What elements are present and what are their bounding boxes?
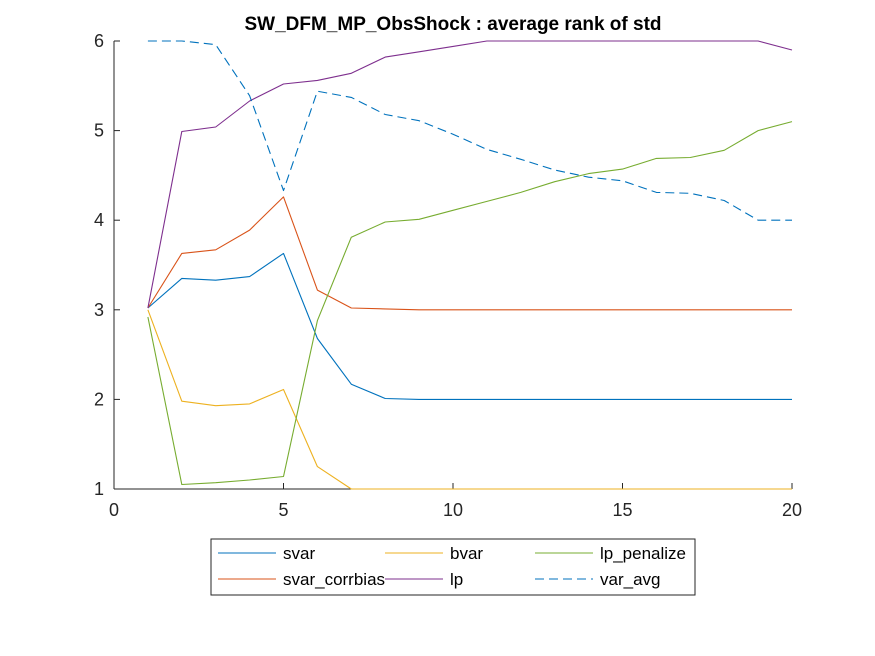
series-line-lp	[147, 40, 793, 309]
y-tick-label: 4	[94, 210, 104, 230]
series-line-lp-penalize	[147, 121, 793, 486]
x-tick-label: 20	[782, 500, 802, 520]
series-line-bvar	[147, 309, 792, 490]
series-line-svar	[147, 252, 792, 400]
x-tick-label: 15	[612, 500, 632, 520]
y-tick-label: 2	[94, 389, 104, 409]
y-tick-label: 1	[94, 479, 104, 499]
series-line-svar-corrbias	[147, 196, 792, 311]
x-tick-label: 0	[109, 500, 119, 520]
series-line-var-avg	[147, 40, 792, 221]
legend-label-lp-penalize: lp_penalize	[600, 544, 686, 563]
legend-label-var-avg: var_avg	[600, 570, 660, 589]
legend-box	[210, 538, 696, 596]
plot-background	[114, 41, 792, 489]
axes: 0 5 10 15 20 1 2 3 4 5 6	[94, 31, 802, 520]
legend-label-bvar: bvar	[450, 544, 483, 563]
x-tick-label: 5	[278, 500, 288, 520]
y-tick-label: 6	[94, 31, 104, 51]
x-tick-label: 10	[443, 500, 463, 520]
legend-label-svar-corrbias: svar_corrbias	[283, 570, 385, 589]
legend: svar bvar lp_penalize svar_corrbias lp var_av…	[210, 538, 696, 596]
chart-title: SW_DFM_MP_ObsShock : average rank of std	[244, 14, 661, 35]
legend-label-svar: svar	[283, 544, 315, 563]
y-tick-label: 5	[94, 121, 104, 141]
plot-area	[114, 41, 792, 489]
series-layer	[147, 40, 793, 490]
legend-label-lp: lp	[450, 570, 463, 589]
y-tick-label: 3	[94, 300, 104, 320]
